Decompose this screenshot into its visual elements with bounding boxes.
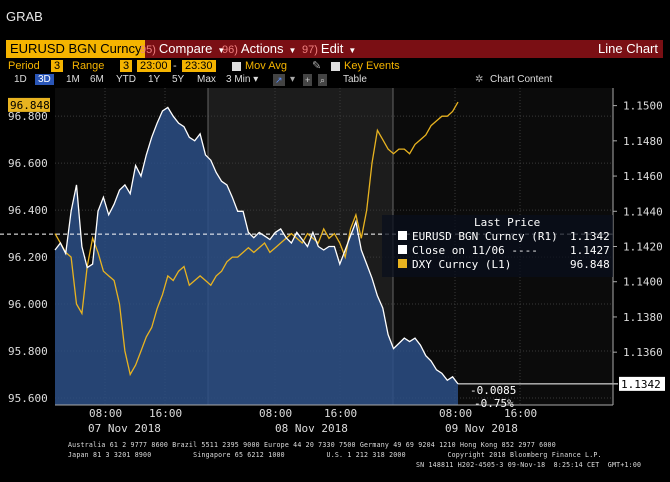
eurusd-area-fill — [55, 107, 458, 406]
zoom-icon[interactable]: ⌕ — [318, 74, 328, 86]
left-axis-tick: 95.800 — [8, 345, 48, 358]
line-chart[interactable]: 96.800 96.600 96.400 96.200 96.000 95.800 95.6… — [0, 88, 670, 440]
eurusd-last-price-tag — [619, 376, 665, 391]
x-axis-hour-label: 08:00 — [89, 407, 122, 420]
dxy-last-price-tag — [8, 97, 50, 112]
table-button[interactable]: Table — [343, 74, 367, 85]
legend-label: Close on 11/06 ---- — [412, 244, 538, 257]
change-pct-label: -0.75% — [474, 397, 514, 410]
pencil-icon[interactable]: ✎ — [312, 60, 322, 72]
range-separator: - — [173, 60, 177, 72]
right-axis-tick: 1.1380 — [623, 311, 663, 324]
chevron-down-icon: ▼ — [217, 46, 226, 55]
legend-swatch — [398, 231, 407, 240]
x-axis-hour-label: 08:00 — [439, 407, 472, 420]
right-axis-tick: 1.1460 — [623, 170, 663, 183]
edit-menu-label: Edit — [320, 41, 344, 56]
compare-menu-num: 95) — [140, 44, 156, 56]
dxy-series-line — [54, 101, 459, 377]
timeframe-1d[interactable]: 1D — [14, 74, 27, 85]
footer-contacts: Australia 61 2 9777 8600 Brazil 5511 239… — [68, 441, 556, 449]
x-axis-day-label: 08 Nov 2018 — [275, 422, 348, 435]
left-axis-tick: 95.600 — [8, 392, 48, 405]
legend-title: Last Price — [474, 216, 540, 229]
compare-menu[interactable]: 95) Compare ▼ — [140, 40, 225, 58]
edit-menu[interactable]: 97) Edit ▼ — [302, 40, 356, 58]
key-events-toggle[interactable]: Key Events — [331, 60, 400, 72]
left-axis-tick: 96.400 — [8, 204, 48, 217]
timeframe-ytd[interactable]: YTD — [116, 74, 136, 85]
x-axis-hour-label: 08:00 — [259, 407, 292, 420]
x-axis-hour-label: 16:00 — [504, 407, 537, 420]
x-axis-hour-label: 16:00 — [324, 407, 357, 420]
change-abs-label: -0.0085 — [470, 384, 516, 397]
chevron-down-icon: ▼ — [288, 46, 297, 55]
x-axis-hour-label: 16:00 — [149, 407, 182, 420]
right-axis-tick: 1.1420 — [623, 241, 663, 254]
x-axis-day-label: 07 Nov 2018 — [88, 422, 161, 435]
legend-value: 1.1427 — [570, 244, 610, 257]
crosshair-icon[interactable]: + — [303, 74, 313, 86]
interval-select[interactable]: 3 Min ▾ — [226, 74, 259, 85]
chevron-down-icon: ▼ — [348, 46, 357, 55]
legend-swatch — [398, 245, 407, 254]
key-events-label: Key Events — [344, 60, 400, 72]
eurusd-series-line — [54, 106, 459, 385]
left-axis-tick: 96.200 — [8, 251, 48, 264]
timeframe-1m[interactable]: 1M — [66, 74, 80, 85]
range-start-input[interactable]: 23:00 — [137, 60, 171, 72]
period-input[interactable]: 3 — [51, 60, 64, 72]
range-input[interactable]: 3 — [120, 60, 133, 72]
range-end-input[interactable]: 23:30 — [182, 60, 216, 72]
timeframe-6m[interactable]: 6M — [90, 74, 104, 85]
timeframe-max[interactable]: Max — [197, 74, 216, 85]
dxy-last-price-label: 96.848 — [10, 99, 50, 112]
draw-options-icon[interactable]: ▾ — [290, 74, 296, 85]
legend-swatch — [398, 259, 407, 268]
window-title: GRAB — [6, 9, 43, 24]
right-axis-tick: 1.1440 — [623, 205, 663, 218]
compare-menu-label: Compare — [158, 41, 213, 56]
legend-label: EURUSD BGN Curncy (R1) — [412, 230, 558, 243]
timeframe-1y[interactable]: 1Y — [148, 74, 161, 85]
legend-box — [382, 215, 613, 277]
mov-avg-label: Mov Avg — [245, 60, 287, 72]
actions-menu-label: Actions — [240, 41, 284, 56]
left-axis-tick: 96.000 — [8, 298, 48, 311]
function-toolbar — [6, 40, 663, 58]
left-axis-tick: 96.800 — [8, 110, 48, 123]
timeframe-3d[interactable]: 3D — [35, 74, 54, 85]
line-chart-icon[interactable]: ↗ — [273, 74, 285, 86]
footer-session: SN 148811 H202-4505-3 09-Nov-18 8:25:14 … — [416, 461, 642, 469]
checkbox-icon — [331, 61, 340, 71]
x-axis-day-label: 09 Nov 2018 — [445, 422, 518, 435]
mov-avg-toggle[interactable]: Mov Avg — [232, 60, 287, 72]
left-axis-tick: 96.600 — [8, 157, 48, 170]
edit-menu-num: 97) — [302, 44, 318, 56]
right-axis-tick: 1.1480 — [623, 135, 663, 148]
right-axis-tick: 1.1360 — [623, 346, 663, 359]
ticker-field[interactable]: EURUSD BGN Curncy — [6, 40, 146, 58]
interval-label: 3 Min — [226, 74, 251, 85]
right-axis-tick: 1.1400 — [623, 276, 663, 289]
legend-label: DXY Curncy (L1) — [412, 258, 511, 271]
timeframe-5y[interactable]: 5Y — [172, 74, 185, 85]
actions-menu[interactable]: 96) Actions ▼ — [222, 40, 296, 58]
right-axis-tick: 1.1500 — [623, 100, 663, 113]
checkbox-icon — [232, 61, 241, 71]
eurusd-last-price-label: 1.1342 — [621, 378, 661, 391]
legend-value: 96.848 — [570, 258, 610, 271]
actions-menu-num: 96) — [222, 44, 238, 56]
settings-icon[interactable]: ✲ — [475, 74, 484, 85]
view-type-label[interactable]: Line Chart — [598, 41, 658, 56]
range-label: Range — [72, 60, 105, 72]
legend-value: 1.1342 — [570, 230, 610, 243]
period-label: Period — [8, 60, 40, 72]
chart-content-button[interactable]: Chart Content — [490, 74, 553, 85]
footer-copyright: Japan 81 3 3201 8900 Singapore 65 6212 1… — [68, 451, 602, 459]
